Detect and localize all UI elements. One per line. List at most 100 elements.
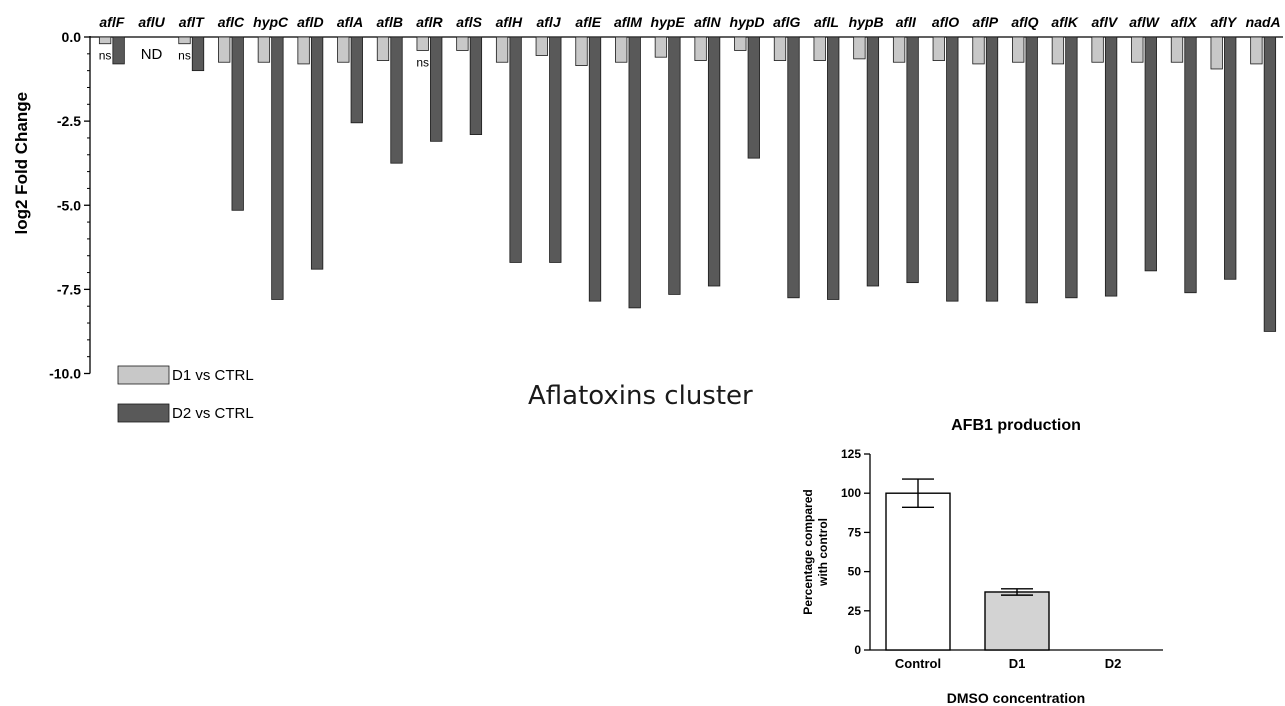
afb1-y-tick-label: 0 (854, 643, 861, 657)
gene-label: hypD (730, 14, 765, 30)
afb1-y-tick-label: 25 (848, 604, 862, 618)
bar-d2 (946, 36, 959, 302)
bar-d2 (310, 36, 324, 270)
bar-d1 (178, 36, 191, 45)
annotation-ns: ns (178, 49, 191, 63)
gene-label: aflB (377, 14, 403, 30)
gene-label: aflF (99, 14, 124, 30)
bar-d2 (1184, 36, 1197, 294)
gene-label: aflX (1171, 14, 1198, 30)
bar-d2 (707, 36, 721, 287)
bar-d1 (218, 36, 231, 63)
gene-label: aflY (1211, 14, 1238, 30)
y-tick-label: -10.0 (49, 366, 81, 382)
bar-d2 (390, 36, 403, 164)
bar-d1 (456, 36, 469, 51)
bar-d1 (1170, 36, 1184, 63)
bar-d1 (257, 36, 271, 63)
gene-label: aflA (337, 14, 363, 30)
afb1-y-axis-label-line: with control (816, 518, 830, 587)
gene-label: aflT (179, 14, 205, 30)
gene-label: aflV (1092, 14, 1119, 30)
afb1-y-axis-label-line: Percentage compared (801, 489, 815, 614)
bar-d1 (892, 36, 906, 63)
bar-d1 (1051, 36, 1065, 65)
bar-d2 (1224, 36, 1237, 280)
afb1-y-tick-label: 125 (841, 447, 861, 461)
annotation-nd: ND (141, 46, 163, 63)
legend-label: D2 vs CTRL (172, 405, 254, 422)
bar-d2 (231, 36, 244, 211)
y-axis-label: log2 Fold Change (12, 92, 31, 235)
gene-label: aflW (1129, 14, 1160, 30)
bar-d2 (430, 36, 443, 142)
y-tick-label: -7.5 (57, 281, 81, 297)
afb1-bar (984, 591, 1050, 651)
gene-label: aflR (416, 14, 443, 30)
afb1-y-axis-label: Percentage compared with control (801, 489, 830, 614)
bar-d1 (98, 36, 112, 45)
bar-d2 (668, 36, 681, 295)
bar-d2 (747, 36, 760, 159)
afb1-x-tick-label: D1 (1009, 656, 1026, 671)
afb1-bar (885, 492, 951, 651)
bar-d1 (1131, 36, 1144, 63)
bar-d1 (1091, 36, 1104, 63)
bar-d1 (773, 36, 787, 61)
gene-label: aflN (694, 14, 721, 30)
gene-label: aflI (896, 14, 917, 30)
gene-label: aflS (456, 14, 482, 30)
bar-d1 (694, 36, 707, 61)
bar-d1 (734, 36, 747, 51)
annotation-ns: ns (99, 49, 112, 63)
bar-d1 (615, 36, 628, 63)
gene-label: aflD (297, 14, 323, 30)
bar-d2 (469, 36, 483, 135)
bar-d2 (509, 36, 522, 263)
gene-label: aflC (218, 14, 245, 30)
gene-label: aflU (138, 14, 165, 30)
bar-d1 (575, 36, 588, 67)
bar-d2 (112, 36, 125, 65)
gene-label: aflP (972, 14, 998, 30)
bar-d2 (1025, 36, 1038, 304)
gene-label: aflL (814, 14, 839, 30)
bar-d1 (853, 36, 866, 60)
bar-d2 (1144, 36, 1157, 272)
bar-d2 (350, 36, 363, 124)
cluster-caption: Aflatoxins cluster (528, 381, 753, 411)
bar-d2 (787, 36, 800, 299)
bar-d1 (972, 36, 985, 65)
gene-label: aflQ (1011, 14, 1038, 30)
gene-label: aflK (1051, 14, 1078, 30)
bar-d1 (1210, 36, 1223, 70)
afb1-y-tick-label: 100 (841, 486, 861, 500)
gene-label: aflJ (536, 14, 561, 30)
afb1-x-tick-label: Control (895, 656, 941, 671)
bar-d1 (1250, 36, 1263, 65)
bar-d2 (1263, 36, 1277, 332)
bar-d1 (932, 36, 945, 61)
afb1-y-tick-label: 75 (848, 525, 862, 539)
bar-d1 (416, 36, 429, 51)
bar-d2 (191, 36, 205, 72)
bar-d2 (866, 36, 880, 287)
bar-d2 (1104, 36, 1118, 297)
bar-d2 (271, 36, 284, 300)
bar-d1 (1012, 36, 1025, 63)
bar-d1 (495, 36, 509, 63)
legend-swatch (117, 365, 170, 385)
gene-label: aflG (773, 14, 800, 30)
bar-d1 (654, 36, 668, 58)
gene-label: nadA (1246, 14, 1281, 30)
gene-label: hypE (651, 14, 686, 30)
annotation-ns: ns (416, 55, 429, 69)
y-tick-label: -5.0 (57, 197, 81, 213)
gene-label: aflH (496, 14, 523, 30)
afb1-x-tick-label: D2 (1105, 656, 1122, 671)
bar-d1 (337, 36, 350, 63)
y-tick-label: 0.0 (62, 29, 82, 45)
legend-swatch (117, 403, 170, 423)
y-tick-label: -2.5 (57, 113, 81, 129)
bar-d2 (588, 36, 602, 302)
